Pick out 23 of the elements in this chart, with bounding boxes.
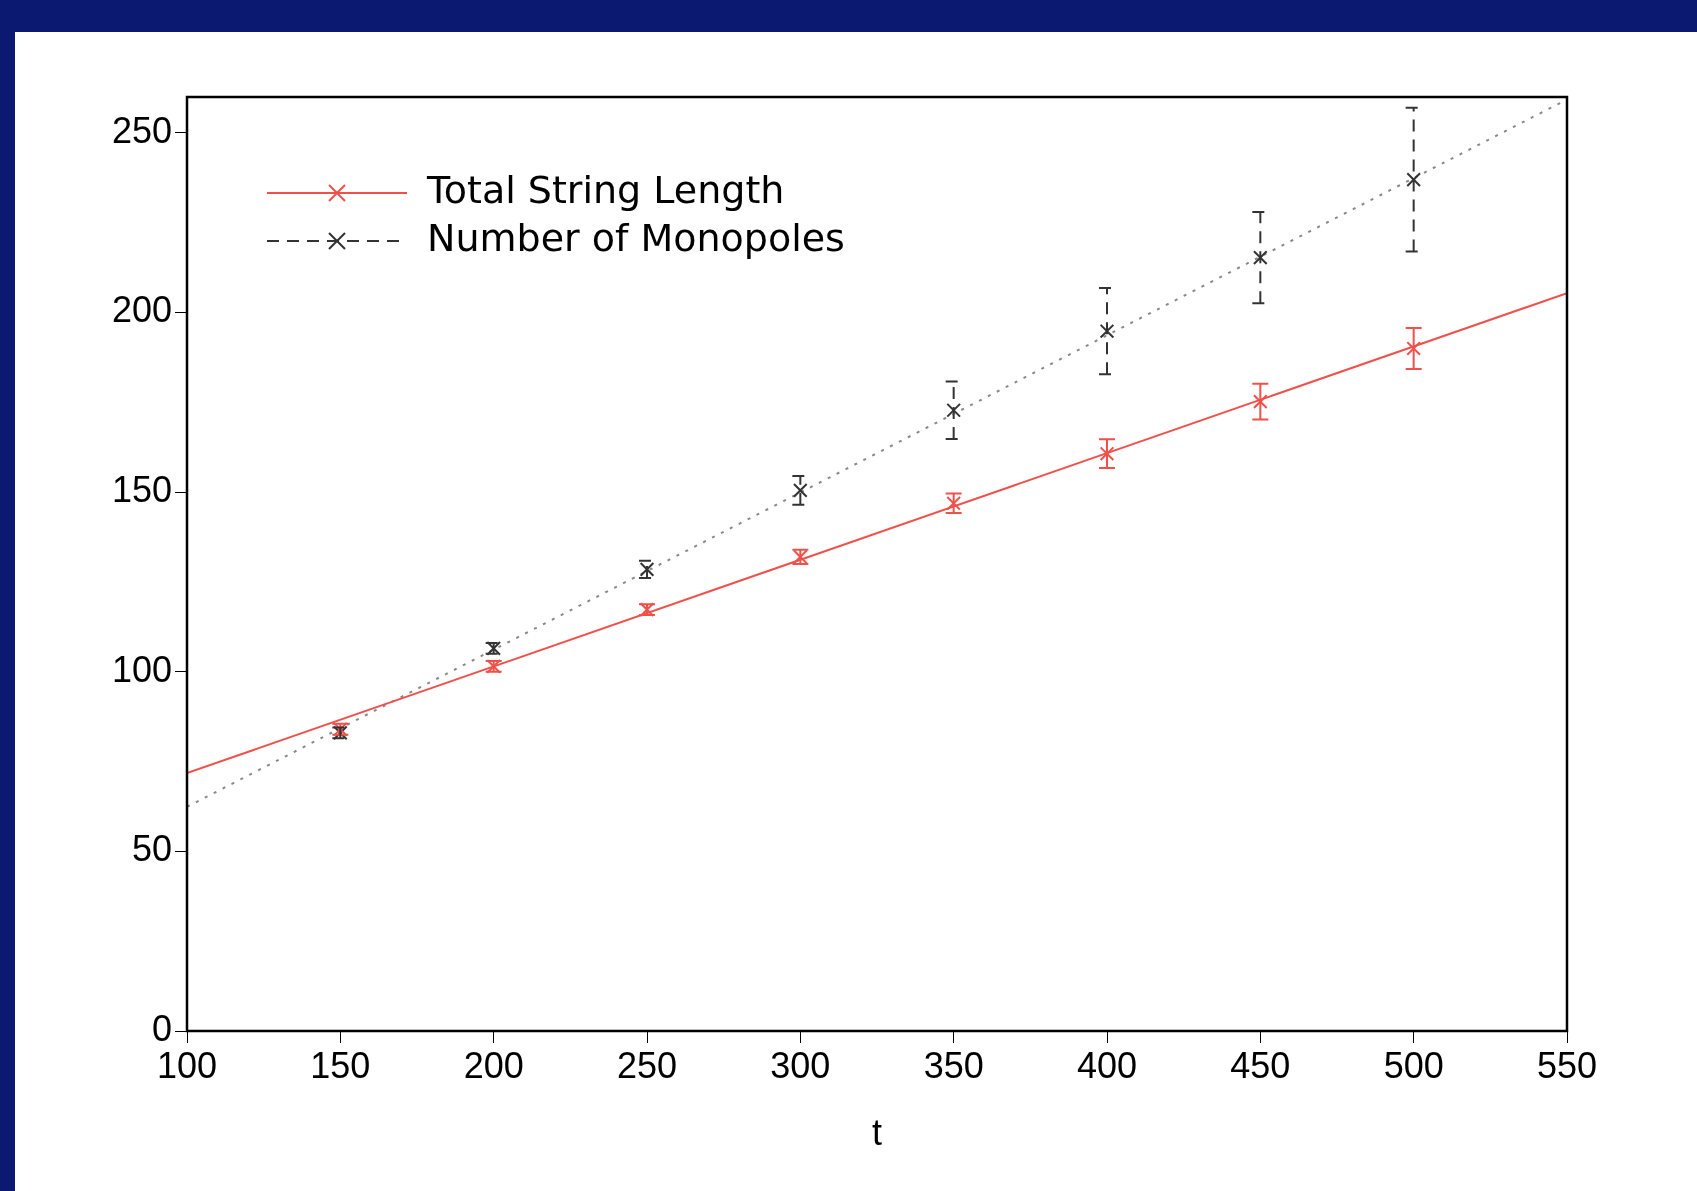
point — [792, 482, 808, 498]
y-tick-label: 250 — [111, 109, 172, 151]
x-tick-label: 300 — [770, 1044, 831, 1086]
x-tick-label: 450 — [1230, 1044, 1291, 1086]
y-tick-label: 200 — [111, 289, 172, 331]
x-axis-title: t — [871, 1112, 883, 1154]
point — [946, 402, 962, 418]
x-tick-label: 550 — [1536, 1044, 1598, 1086]
x-tick-label: 350 — [923, 1044, 984, 1086]
x-tick-label: 250 — [616, 1044, 678, 1086]
x-tick-label: 500 — [1383, 1044, 1444, 1086]
legend-label: Number of Monopoles — [427, 215, 845, 260]
y-tick-label: 100 — [111, 648, 172, 690]
x-tick-label: 400 — [1076, 1044, 1138, 1086]
point — [1099, 323, 1115, 339]
x-tick-label: 150 — [310, 1044, 371, 1086]
y-tick-label: 0 — [151, 1007, 172, 1049]
point — [1406, 172, 1422, 187]
y-tick-label: 150 — [111, 469, 172, 511]
x-tick-label: 200 — [463, 1044, 524, 1086]
y-tick-label: 50 — [131, 828, 172, 870]
legend-label: Total String Length — [426, 167, 785, 212]
point — [1252, 250, 1268, 265]
